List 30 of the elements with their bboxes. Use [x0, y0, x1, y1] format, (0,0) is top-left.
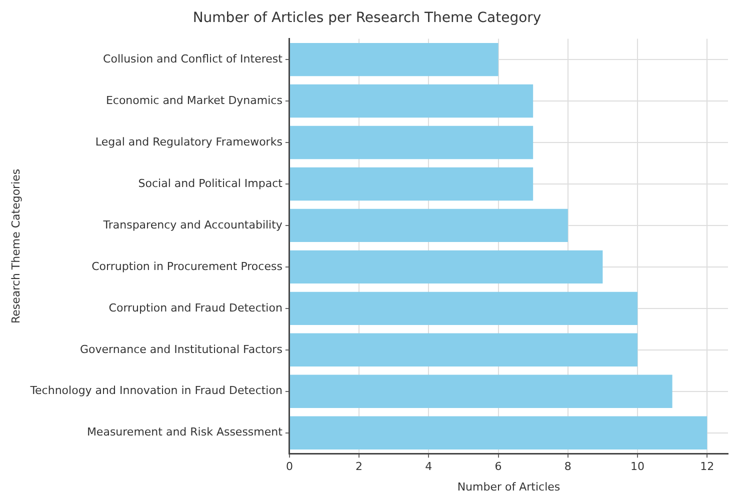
bar	[290, 126, 534, 160]
y-tick-label: Transparency and Accountability	[102, 218, 283, 232]
bar	[290, 416, 708, 450]
y-tick-label: Corruption and Fraud Detection	[108, 301, 282, 314]
x-tick-label: 6	[494, 460, 502, 474]
y-tick-label: Corruption in Procurement Process	[92, 260, 283, 273]
bar	[290, 208, 568, 242]
y-tick-label: Governance and Institutional Factors	[80, 342, 283, 356]
y-tick-label: Social and Political Impact	[138, 176, 284, 190]
x-tick-label: 0	[286, 460, 293, 474]
x-tick-label: 4	[425, 460, 432, 474]
x-axis-title: Number of Articles	[457, 480, 560, 494]
y-tick-label: Technology and Innovation in Fraud Detection	[29, 384, 282, 398]
bar	[290, 374, 672, 408]
y-tick-label: Economic and Market Dynamics	[106, 94, 283, 107]
chart-title: Number of Articles per Research Theme Category	[192, 10, 542, 26]
x-tick-label: 10	[630, 460, 645, 474]
y-axis-title: Research Theme Categories	[9, 168, 22, 324]
bar	[290, 250, 603, 284]
x-tick-label: 8	[564, 460, 572, 474]
y-tick-label: Legal and Regulatory Frameworks	[95, 135, 283, 148]
y-tick-label: Measurement and Risk Assessment	[86, 426, 284, 439]
bar	[290, 42, 498, 76]
bar	[290, 333, 638, 366]
y-tick-label: Collusion and Conflict of Interest	[103, 52, 284, 66]
bar	[290, 292, 638, 326]
x-tick-label: 12	[700, 460, 714, 474]
bar	[290, 84, 534, 118]
bar	[290, 167, 534, 201]
x-tick-label: 2	[356, 460, 363, 474]
